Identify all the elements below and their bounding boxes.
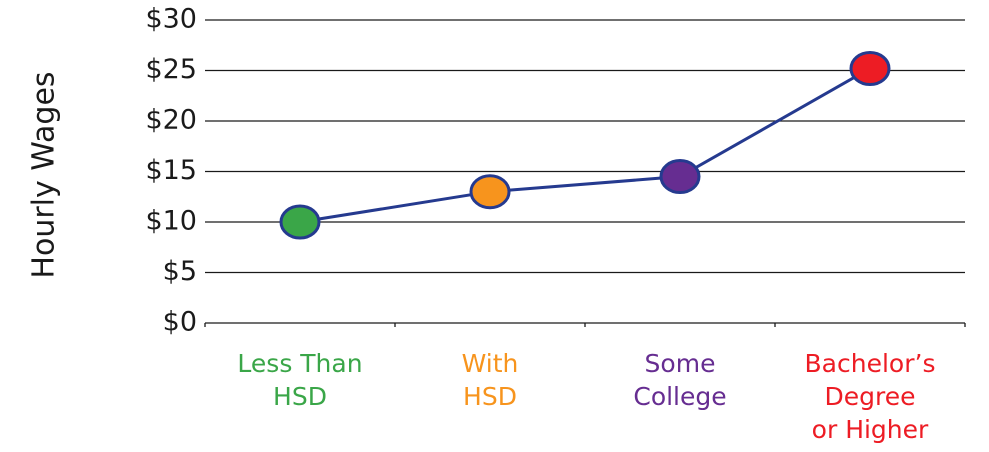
data-point: [849, 50, 891, 86]
y-tick-label: $10: [145, 206, 197, 237]
data-point: [469, 174, 511, 210]
category-label: With HSD: [462, 349, 519, 411]
y-axis-label: Hourly Wages: [27, 71, 62, 278]
y-tick-label: $15: [145, 155, 197, 186]
category-label: Less Than HSD: [237, 349, 362, 411]
y-tick-label: $25: [145, 54, 197, 85]
y-tick-label: $5: [163, 256, 197, 287]
category-label: Bachelor’s Degree or Higher: [805, 349, 936, 444]
x-axis-ticks: [204, 323, 966, 327]
category-label: Some College: [633, 349, 726, 411]
y-axis-ticks: $0 $5 $10 $15 $20 $25 $30: [145, 4, 197, 338]
data-point: [279, 204, 321, 240]
y-tick-label: $30: [145, 4, 197, 35]
y-tick-label: $0: [163, 307, 197, 338]
category-labels: Less Than HSD With HSD Some College Bachelor’s…: [237, 349, 935, 444]
y-tick-label: $20: [145, 105, 197, 136]
series-line: [299, 67, 871, 224]
data-markers: [279, 50, 891, 240]
gridlines: [205, 19, 965, 274]
data-point: [659, 159, 701, 195]
